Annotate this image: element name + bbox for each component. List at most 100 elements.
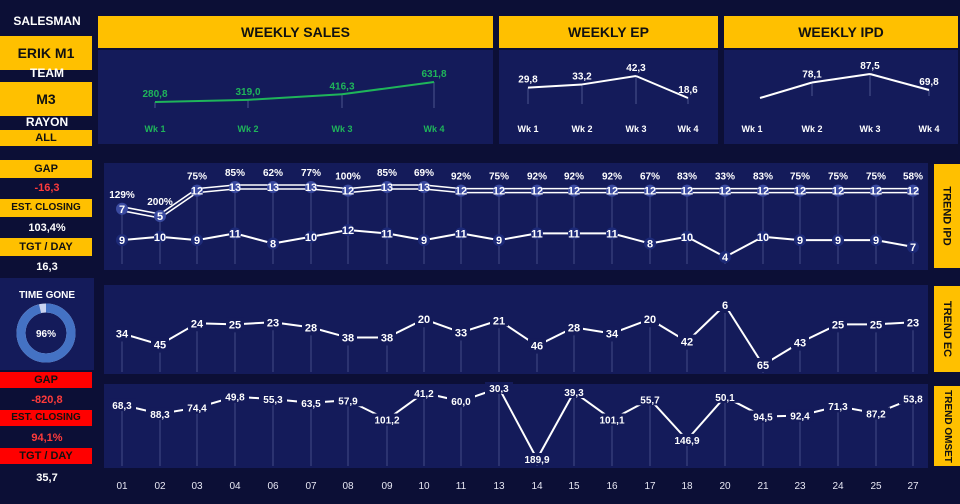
trend-ipd-target-point [455, 184, 467, 197]
trend-omset-data-label: 88,3 [150, 410, 170, 421]
salesman-label: SALESMAN [13, 14, 81, 28]
trend-omset-data-label: 146,9 [674, 436, 699, 447]
trend-ipd-actual-label: 11 [229, 228, 241, 240]
x-axis-tick-label: 24 [832, 481, 844, 492]
trend-ipd-target-label: 12 [644, 186, 656, 198]
weekly-sales-line-segment [341, 81, 435, 96]
trend-ipd-actual-point [606, 227, 618, 240]
rayon-value[interactable]: ALL [0, 130, 92, 146]
tab-trend-omset[interactable]: TREND OMSET [934, 386, 960, 466]
trend-omset-label-bg [221, 390, 249, 403]
trend-omset-label-bg [786, 409, 814, 422]
trend-ipd-percent-label: 100% [335, 172, 361, 183]
trend-ec-label-bg [490, 313, 508, 327]
x-axis-tick-label: 08 [342, 481, 354, 492]
trend-omset-label-bg [410, 386, 438, 399]
trend-omset-label-bg [749, 410, 777, 423]
trend-ipd-actual-point [832, 234, 844, 247]
trend-ipd-actual-point [229, 227, 241, 240]
weekly-ep-data-label: 33,2 [572, 71, 592, 82]
trend-ec-label-bg [302, 320, 320, 334]
weekly-sales-tick-label: Wk 2 [237, 124, 258, 134]
trend-ec-data-label: 34 [606, 328, 619, 340]
trend-ipd-actual-label: 7 [910, 242, 916, 254]
trend-omset-data-label: 30,3 [489, 384, 509, 395]
trend-ipd-actual-line [762, 235, 801, 242]
time-gone-ring: 96% [16, 303, 76, 363]
trend-ipd-actual-point [719, 251, 731, 263]
trend-omset-label-bg [636, 393, 664, 406]
trend-ipd-percent-label: 58% [903, 172, 923, 183]
trend-ec-label-bg [867, 317, 885, 331]
trend-omset-label-bg [259, 393, 287, 406]
tab-trend-ec[interactable]: TREND EC [934, 286, 960, 372]
time-gone-value: 96% [36, 329, 56, 340]
trend-ipd-actual-line [159, 235, 198, 242]
trend-ec-data-label: 28 [568, 322, 580, 334]
tab-trend-ipd[interactable]: TREND IPD [934, 164, 960, 268]
trend-omset-label-bg [334, 394, 362, 407]
trend-ipd-actual-point [568, 227, 580, 240]
weekly-ipd-data-label: 87,5 [860, 61, 880, 72]
x-axis-tick-label: 14 [531, 481, 543, 492]
trend-ipd-percent-label: 75% [790, 172, 810, 183]
trend-ipd-actual-point [305, 230, 317, 243]
trend-ipd-target-point [267, 181, 279, 193]
trend-ipd-actual-label: 8 [647, 239, 653, 251]
trend-ipd-target-point [832, 184, 844, 197]
trend-omset-label-bg [824, 400, 852, 413]
team-value[interactable]: M3 [0, 82, 92, 116]
trend-ipd-target-label: 13 [267, 182, 279, 194]
weekly-ipd-data-label: 69,8 [919, 77, 939, 88]
trend-ipd-target-point [229, 181, 241, 193]
trend-ec-data-label: 20 [418, 314, 430, 326]
x-axis-tick-label: 25 [870, 481, 882, 492]
trend-ec-label-bg [378, 330, 396, 344]
trend-ec-data-label: 46 [531, 341, 543, 353]
trend-ec-line-segment [724, 304, 764, 366]
omset-est-value: 94,1% [31, 432, 63, 444]
trend-ipd-actual-label: 8 [270, 239, 276, 251]
omset-est-label: EST. CLOSING [0, 410, 92, 426]
trend-omset-data-label: 101,1 [599, 415, 624, 426]
trend-ipd-target-point [342, 184, 354, 197]
sidebar: SALESMAN ERIK M1 TEAM M3 RAYON ALL GAP -… [0, 14, 94, 494]
x-axis-tick-label: 07 [305, 481, 317, 492]
weekly-ep-line-segment [527, 83, 583, 89]
trend-omset-data-label: 50,1 [715, 393, 735, 404]
trend-ipd-target-label: 12 [794, 186, 806, 198]
trend-ipd-actual-label: 4 [722, 252, 729, 264]
trend-ipd-target-point [907, 184, 919, 197]
x-axis-tick-label: 04 [229, 481, 241, 492]
trend-omset-data-label: 60,0 [451, 397, 471, 408]
trend-ipd-target-point [381, 181, 393, 193]
trend-ipd-target-label: 5 [157, 211, 163, 223]
trend-ipd-target-line [159, 191, 198, 219]
trend-ipd-target-point [719, 184, 731, 197]
trend-ipd-actual-line [498, 232, 538, 242]
trend-ipd-percent-label: 92% [527, 172, 547, 183]
trend-ipd-percent-label: 92% [564, 172, 584, 183]
trend-omset-line-segment [536, 391, 575, 460]
trend-ipd-target-label: 12 [191, 186, 203, 198]
trend-omset-data-label: 94,5 [753, 413, 773, 424]
x-axis-tick-label: 11 [456, 481, 467, 492]
trend-omset-data-label: 39,3 [564, 388, 584, 399]
trend-ipd-target-point [644, 184, 656, 197]
trend-ec-data-label: 42 [681, 337, 693, 349]
x-axis-tick-label: 06 [267, 481, 279, 492]
trend-ipd-actual-label: 11 [381, 228, 393, 240]
trend-ipd-target-point [757, 184, 769, 197]
trend-omset-data-label: 63,5 [301, 399, 321, 410]
trend-ipd-actual-point [267, 237, 279, 250]
trend-ec-data-label: 33 [455, 327, 467, 339]
salesman-value[interactable]: ERIK M1 [0, 36, 92, 70]
trend-ipd-percent-label: 92% [602, 172, 622, 183]
trend-ipd-target-point [418, 181, 430, 193]
trend-ipd-actual-label: 9 [194, 235, 200, 247]
trend-ipd-actual-point [493, 234, 505, 247]
trend-ipd-actual-point [531, 227, 543, 240]
trend-ipd-actual-label: 10 [154, 232, 166, 244]
trend-ipd-target-label: 12 [455, 186, 467, 198]
ipd-est-label: EST. CLOSING [0, 199, 92, 217]
